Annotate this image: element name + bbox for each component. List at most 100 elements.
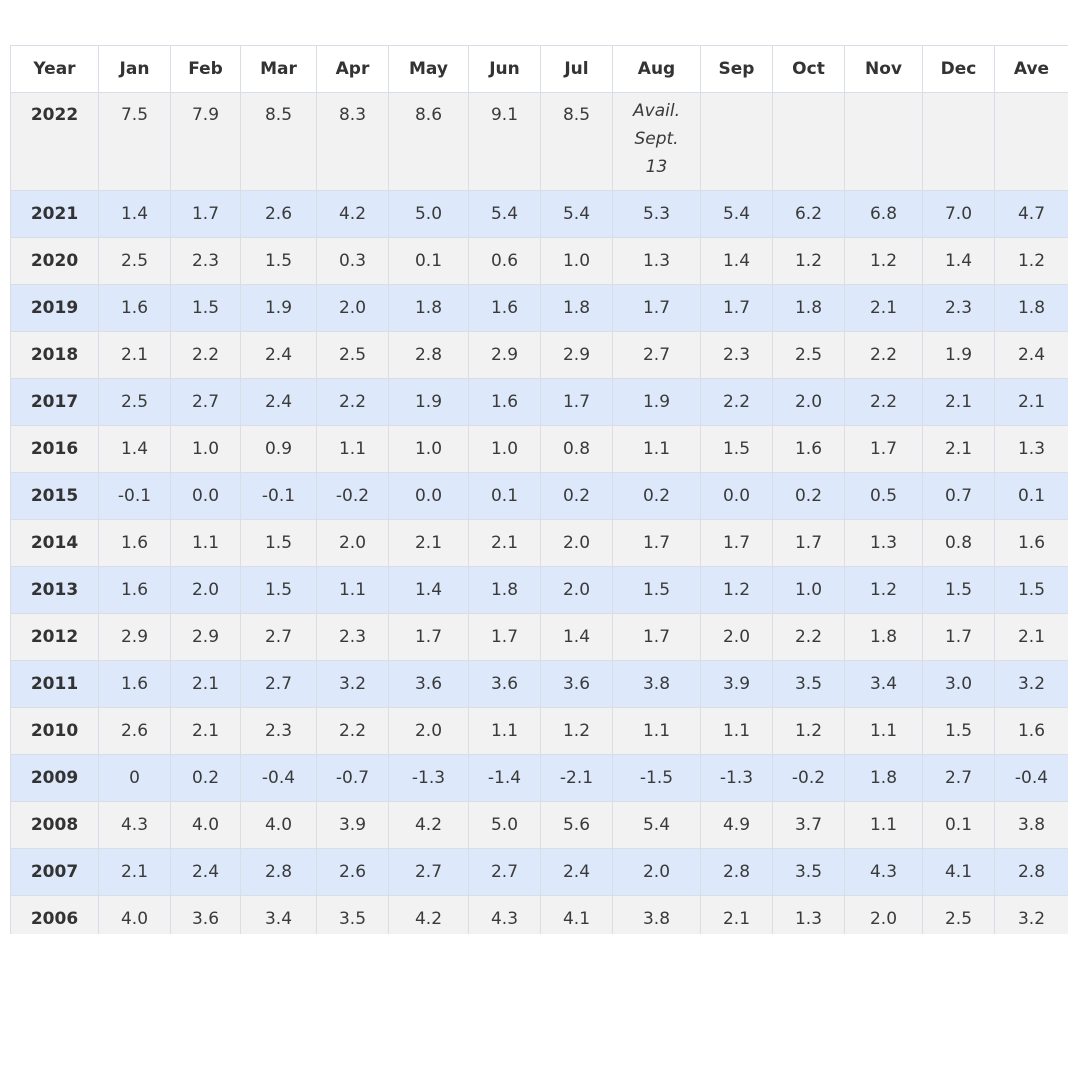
column-header-year: Year (10, 45, 99, 93)
value-cell: 2.1 (922, 378, 995, 426)
value-cell: 3.2 (316, 660, 389, 708)
column-header-ave: Ave (994, 45, 1068, 93)
value-cell (922, 92, 995, 191)
value-cell: 0.0 (170, 472, 241, 520)
value-cell: 2.0 (540, 566, 613, 614)
value-cell (700, 92, 773, 191)
value-cell: 2.9 (468, 331, 541, 379)
header-row: Year Jan Feb Mar Apr May Jun Jul Aug Sep Oct Nov Dec… (10, 45, 1068, 93)
value-cell: 1.1 (844, 801, 923, 849)
value-cell: -0.2 (316, 472, 389, 520)
value-cell: 1.5 (922, 707, 995, 755)
value-cell: 0.2 (612, 472, 701, 520)
value-cell: 1.6 (994, 707, 1068, 755)
year-cell: 2006 (10, 895, 99, 934)
value-cell: 2.6 (98, 707, 171, 755)
value-cell: 3.6 (388, 660, 469, 708)
value-cell: 2.1 (844, 284, 923, 332)
value-cell: 1.5 (994, 566, 1068, 614)
value-cell: 5.4 (540, 190, 613, 238)
value-cell: 1.2 (844, 237, 923, 285)
value-cell: 4.2 (316, 190, 389, 238)
value-cell: 5.3 (612, 190, 701, 238)
value-cell: 3.6 (170, 895, 241, 934)
value-cell: 2.1 (922, 425, 995, 473)
value-cell: 1.6 (468, 378, 541, 426)
table-row: 2007 2.1 2.4 2.8 2.6 2.7 2.7 2.4 2.0 2.8 3.5 4.3 4.1… (10, 848, 1068, 896)
value-cell: 1.5 (240, 237, 317, 285)
year-cell: 2007 (10, 848, 99, 896)
inflation-table-container[interactable]: Year Jan Feb Mar Apr May Jun Jul Aug Sep Oct Nov Dec… (10, 45, 1068, 934)
value-cell: 1.8 (844, 754, 923, 802)
table-row: 2009 0 0.2 -0.4 -0.7 -1.3 -1.4 -2.1 -1.5 -1.3 -0.2… (10, 754, 1068, 802)
year-cell: 2008 (10, 801, 99, 849)
value-cell: 1.4 (388, 566, 469, 614)
value-cell: 2.4 (994, 331, 1068, 379)
value-cell: 2.2 (316, 707, 389, 755)
year-cell: 2012 (10, 613, 99, 661)
table-row: 2021 1.4 1.7 2.6 4.2 5.0 5.4 5.4 5.3 5.4 6.2 6.8 7.0… (10, 190, 1068, 238)
value-cell: 2.2 (316, 378, 389, 426)
value-cell: 0.3 (316, 237, 389, 285)
value-cell: 3.8 (612, 660, 701, 708)
value-cell: 2.7 (612, 331, 701, 379)
value-cell: 2.8 (240, 848, 317, 896)
value-cell: -0.7 (316, 754, 389, 802)
value-cell: 4.3 (468, 895, 541, 934)
value-cell: 4.0 (170, 801, 241, 849)
value-cell: 1.8 (540, 284, 613, 332)
value-cell (844, 92, 923, 191)
value-cell: -0.2 (772, 754, 845, 802)
value-cell: 2.4 (170, 848, 241, 896)
value-cell: -1.3 (700, 754, 773, 802)
value-cell: -0.4 (994, 754, 1068, 802)
value-cell: 3.6 (468, 660, 541, 708)
table-row: 2014 1.6 1.1 1.5 2.0 2.1 2.1 2.0 1.7 1.7 1.7 1.3 0.8… (10, 519, 1068, 567)
value-cell: 2.0 (388, 707, 469, 755)
table-row: 2012 2.9 2.9 2.7 2.3 1.7 1.7 1.4 1.7 2.0 2.2 1.8 1.7… (10, 613, 1068, 661)
value-cell: 2.0 (316, 519, 389, 567)
value-cell: 1.3 (994, 425, 1068, 473)
value-cell: 2.1 (700, 895, 773, 934)
table-row: 2011 1.6 2.1 2.7 3.2 3.6 3.6 3.6 3.8 3.9 3.5 3.4 3.0… (10, 660, 1068, 708)
value-cell: 0.1 (922, 801, 995, 849)
value-cell: 2.0 (540, 519, 613, 567)
table-row: 2013 1.6 2.0 1.5 1.1 1.4 1.8 2.0 1.5 1.2 1.0 1.2 1.5… (10, 566, 1068, 614)
value-cell: 1.1 (844, 707, 923, 755)
table-row: 2008 4.3 4.0 4.0 3.9 4.2 5.0 5.6 5.4 4.9 3.7 1.1 0.1… (10, 801, 1068, 849)
value-cell: 1.7 (612, 284, 701, 332)
value-cell: 3.0 (922, 660, 995, 708)
value-cell: 1.1 (700, 707, 773, 755)
value-cell: 1.5 (922, 566, 995, 614)
value-cell: 2.1 (170, 660, 241, 708)
table-row: 2020 2.5 2.3 1.5 0.3 0.1 0.6 1.0 1.3 1.4 1.2 1.2 1.4… (10, 237, 1068, 285)
year-cell: 2017 (10, 378, 99, 426)
value-cell: 2.9 (98, 613, 171, 661)
value-cell: 1.7 (612, 613, 701, 661)
value-cell: 1.7 (700, 284, 773, 332)
value-cell: -0.1 (240, 472, 317, 520)
value-cell: 2.3 (170, 237, 241, 285)
table-row: 2017 2.5 2.7 2.4 2.2 1.9 1.6 1.7 1.9 2.2 2.0 2.2 2.1… (10, 378, 1068, 426)
value-cell: 2.5 (98, 378, 171, 426)
value-cell: 2.9 (540, 331, 613, 379)
value-cell: 7.9 (170, 92, 241, 191)
value-cell: 4.0 (240, 801, 317, 849)
value-cell: 1.0 (170, 425, 241, 473)
value-cell: 1.8 (994, 284, 1068, 332)
value-cell: 1.5 (612, 566, 701, 614)
value-cell: 8.6 (388, 92, 469, 191)
table-row: 2018 2.1 2.2 2.4 2.5 2.8 2.9 2.9 2.7 2.3 2.5 2.2 1.9… (10, 331, 1068, 379)
value-cell: 1.8 (468, 566, 541, 614)
table-body: 2022 7.5 7.9 8.5 8.3 8.6 9.1 8.5 Avail. Sept. 13 20… (10, 92, 1068, 934)
value-cell: 1.6 (98, 519, 171, 567)
value-cell: 0.8 (540, 425, 613, 473)
value-cell: 2.0 (316, 284, 389, 332)
value-cell: 3.7 (772, 801, 845, 849)
value-cell: 2.1 (388, 519, 469, 567)
value-cell: 2.0 (612, 848, 701, 896)
value-cell: 0.1 (994, 472, 1068, 520)
value-cell: 1.4 (98, 190, 171, 238)
table-row: 2019 1.6 1.5 1.9 2.0 1.8 1.6 1.8 1.7 1.7 1.8 2.1 2.3… (10, 284, 1068, 332)
value-cell: 2.7 (468, 848, 541, 896)
